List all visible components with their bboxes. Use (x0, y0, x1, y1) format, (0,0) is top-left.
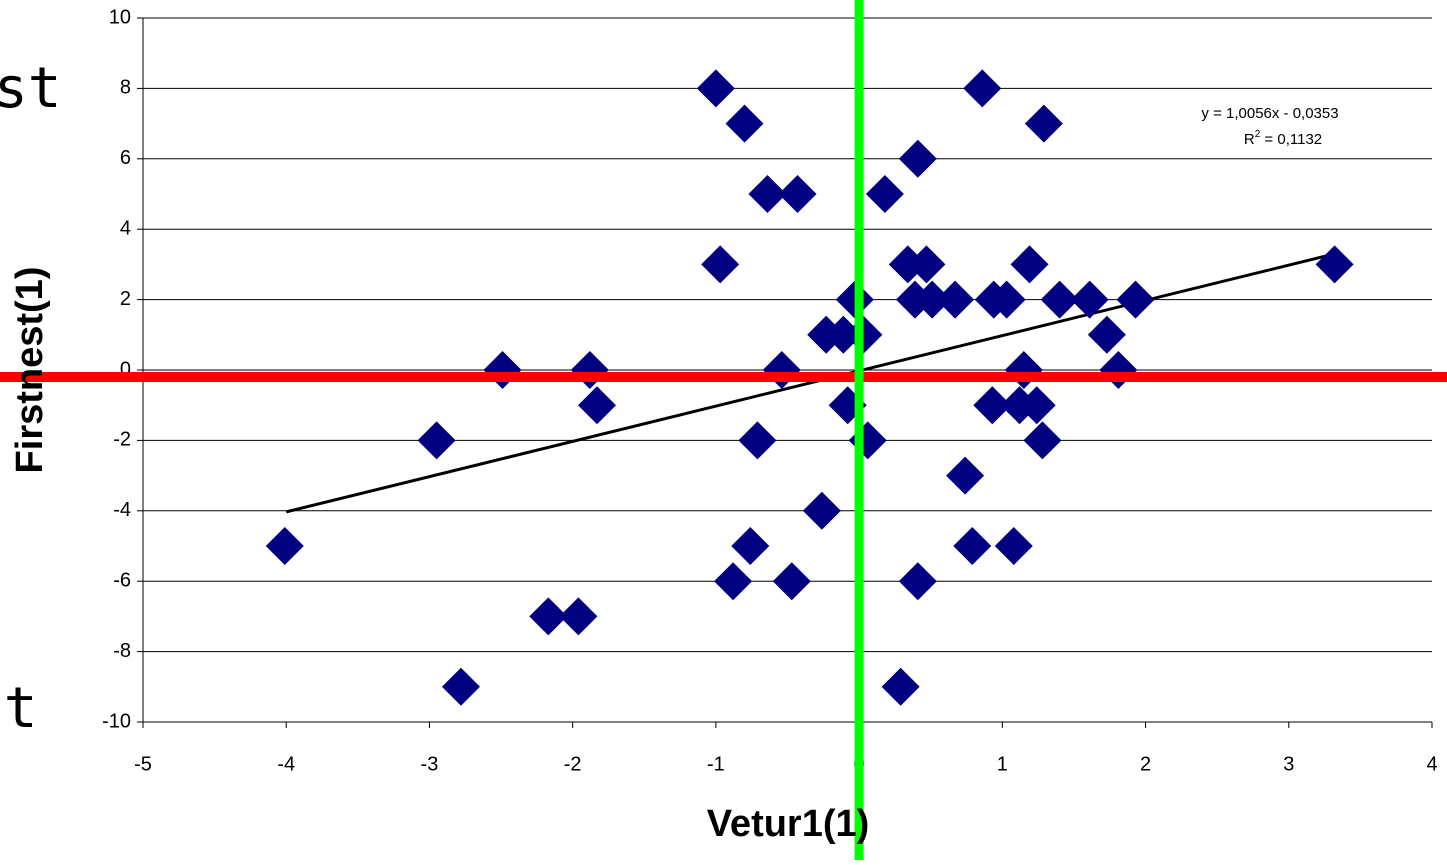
y-tick-label: 0 (120, 358, 131, 380)
point (973, 386, 1012, 425)
point (570, 351, 609, 389)
point (762, 351, 801, 389)
background-text: st (0, 676, 37, 741)
point (1087, 315, 1126, 354)
r2-value: = 0,1132 (1260, 131, 1322, 148)
point (725, 104, 764, 143)
trendline (285, 253, 1331, 514)
point (1017, 386, 1056, 425)
point (963, 69, 1002, 108)
r2-sup: 2 (1255, 129, 1261, 140)
x-tick-label: 4 (1426, 753, 1437, 775)
point (907, 245, 946, 284)
point (1070, 280, 1109, 319)
point (987, 280, 1026, 319)
point (1315, 245, 1354, 284)
x-tick-label: -4 (277, 753, 295, 775)
x-tick-label: 2 (1140, 753, 1151, 775)
point (772, 562, 811, 601)
point (865, 175, 904, 213)
y-tick-label: 6 (120, 147, 131, 169)
point (483, 351, 522, 389)
point (441, 667, 480, 706)
point (559, 597, 598, 636)
point (731, 527, 770, 565)
point (1099, 351, 1138, 389)
point (1116, 280, 1155, 319)
y-tick-label: -8 (113, 640, 131, 662)
y-tick-label: 4 (120, 217, 131, 239)
y-tick-label: -6 (113, 569, 131, 591)
point (898, 562, 937, 601)
x-tick-label: -5 (134, 753, 152, 775)
y-tick-label: -10 (102, 710, 131, 732)
point (265, 527, 304, 565)
background-text: st (0, 56, 61, 121)
point (994, 527, 1033, 565)
point (778, 175, 817, 213)
point (913, 280, 952, 319)
point (848, 421, 887, 460)
point (1024, 104, 1063, 143)
y-axis-title: Firstnest(1) (9, 267, 51, 474)
r2-label: R (1244, 131, 1255, 148)
x-tick-label: -2 (564, 753, 582, 775)
x-tick-label: -1 (707, 753, 725, 775)
point (946, 456, 985, 495)
r-squared: R2 = 0,1132 (1244, 129, 1322, 148)
point (701, 245, 740, 284)
y-tick-label: -2 (113, 429, 131, 451)
point (578, 386, 617, 425)
point (696, 69, 735, 108)
y-tick-label: -4 (113, 499, 131, 521)
point (738, 421, 777, 460)
y-tick-label: 10 (109, 6, 131, 28)
point (953, 527, 992, 565)
point (1040, 280, 1079, 319)
point (529, 597, 568, 636)
point (417, 421, 456, 460)
trend-equation: y = 1,0056x - 0,0353 (1201, 105, 1338, 122)
point (802, 491, 841, 530)
point (1010, 245, 1049, 284)
x-tick-label: 1 (997, 753, 1008, 775)
point (748, 175, 787, 213)
x-axis-title: Vetur1(1) (707, 803, 870, 845)
x-tick-label: 3 (1283, 753, 1294, 775)
y-tick-label: 8 (120, 77, 131, 99)
point (824, 315, 863, 354)
point (714, 562, 753, 601)
y-tick-label: 2 (120, 288, 131, 310)
point (898, 139, 937, 178)
point (936, 280, 975, 319)
point (1023, 421, 1062, 460)
point (881, 667, 920, 706)
x-tick-label: -3 (421, 753, 439, 775)
point (1004, 351, 1043, 389)
